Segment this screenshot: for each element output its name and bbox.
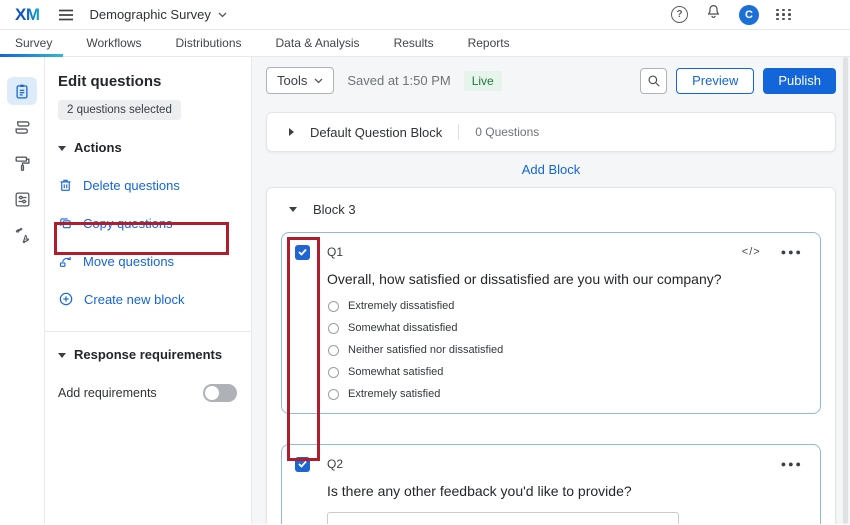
radio-button[interactable]: [328, 388, 339, 400]
move-icon: [59, 256, 71, 267]
question-card-q1: Q1 </> ●●● Overall, how satisfied or dis…: [281, 232, 821, 414]
check-icon: [298, 248, 307, 256]
top-bar: XM Demographic Survey ? C: [0, 0, 850, 30]
block-title: Block 3: [313, 201, 356, 217]
selection-count-badge: 2 questions selected: [58, 100, 181, 120]
survey-flow-icon[interactable]: [7, 113, 37, 141]
create-new-block-button[interactable]: Create new block: [58, 291, 237, 307]
survey-name-dropdown[interactable]: Demographic Survey: [90, 7, 227, 22]
survey-builder-icon[interactable]: [7, 77, 37, 105]
canvas-toolbar: Tools Saved at 1:50 PM Live Preview Publ…: [266, 57, 836, 112]
check-icon: [298, 460, 307, 468]
save-status: Saved at 1:50 PM: [347, 73, 451, 88]
chevron-expanded-icon: [58, 145, 66, 151]
tab-survey[interactable]: Survey: [15, 36, 53, 50]
choice-row: Neither satisfied nor dissatisfied: [328, 344, 807, 356]
plus-circle-icon: [59, 292, 73, 306]
rich-content-code-icon[interactable]: </>: [741, 246, 761, 258]
choice-row: Somewhat dissatisfied: [328, 322, 807, 334]
xm-logo: XM: [15, 4, 40, 24]
active-tab-indicator: [0, 54, 63, 57]
radio-button[interactable]: [328, 366, 339, 378]
chevron-collapsed-icon[interactable]: [288, 128, 294, 136]
help-icon[interactable]: ?: [671, 6, 688, 23]
preview-button[interactable]: Preview: [676, 67, 755, 94]
question-text[interactable]: Overall, how satisfied or dissatisfied a…: [327, 271, 722, 287]
move-questions-button[interactable]: Move questions: [58, 253, 237, 269]
question-id: Q2: [327, 457, 344, 471]
tab-distributions[interactable]: Distributions: [175, 36, 242, 50]
app-switcher-icon[interactable]: [776, 8, 792, 21]
chevron-down-icon: [218, 12, 227, 17]
hamburger-menu-icon[interactable]: [58, 8, 74, 22]
response-requirements-header[interactable]: Response requirements: [58, 347, 237, 362]
radio-button[interactable]: [328, 322, 339, 334]
survey-name: Demographic Survey: [89, 7, 211, 22]
tools-dropdown[interactable]: Tools: [266, 67, 335, 94]
svg-text:A: A: [22, 234, 28, 243]
notifications-bell-icon[interactable]: [705, 3, 722, 26]
user-avatar[interactable]: C: [739, 4, 759, 25]
question-card-q2: Q2 ●●● Is there any other feedback you'd…: [281, 444, 821, 524]
look-and-feel-icon[interactable]: [7, 149, 37, 177]
block-question-count: 0 Questions: [475, 125, 540, 139]
live-status-badge: Live: [463, 70, 502, 91]
panel-divider: [45, 331, 251, 332]
tab-workflows[interactable]: Workflows: [86, 36, 142, 50]
copy-questions-button[interactable]: Copy questions: [58, 215, 237, 231]
delete-questions-button[interactable]: Delete questions: [58, 177, 237, 193]
search-icon: [648, 74, 660, 87]
add-block-button[interactable]: Add Block: [521, 162, 581, 177]
chevron-expanded-icon[interactable]: [289, 206, 297, 212]
tab-results[interactable]: Results: [393, 36, 434, 50]
scrollbar[interactable]: [843, 57, 848, 524]
chevron-down-icon: [314, 78, 323, 83]
chevron-expanded-icon: [58, 352, 66, 358]
choice-row: Somewhat satisfied: [328, 366, 807, 378]
radio-button[interactable]: [328, 300, 339, 312]
question-text[interactable]: Is there any other feedback you'd like t…: [327, 483, 632, 499]
default-question-block-row[interactable]: Default Question Block 0 Questions: [266, 112, 836, 152]
block-title: Default Question Block: [310, 124, 443, 140]
trash-icon: [60, 179, 71, 191]
builder-icon-rail: A: [0, 57, 45, 524]
copy-icon: [60, 218, 71, 229]
edit-questions-panel: Edit questions 2 questions selected Acti…: [45, 57, 252, 524]
add-requirements-toggle[interactable]: [203, 384, 237, 402]
search-button[interactable]: [640, 67, 668, 94]
radio-button[interactable]: [328, 344, 339, 356]
question-checkbox[interactable]: [295, 244, 310, 260]
tab-data-analysis[interactable]: Data & Analysis: [275, 36, 360, 50]
publish-button[interactable]: Publish: [763, 67, 836, 94]
text-entry-field[interactable]: [327, 512, 679, 524]
choice-row: Extremely dissatisfied: [328, 300, 807, 312]
survey-options-icon[interactable]: [7, 185, 37, 213]
translations-icon[interactable]: A: [7, 221, 37, 249]
survey-canvas: Tools Saved at 1:50 PM Live Preview Publ…: [252, 57, 850, 524]
add-requirements-label: Add requirements: [58, 386, 157, 400]
block-3-card: Block 3 Q1 </> ●●● Overall, how satisfie…: [266, 187, 836, 524]
choice-row: Extremely satisfied: [328, 388, 807, 400]
more-options-icon[interactable]: ●●●: [780, 459, 803, 469]
primary-nav: Survey Workflows Distributions Data & An…: [0, 30, 850, 57]
question-id: Q1: [327, 245, 344, 259]
actions-section-header[interactable]: Actions: [58, 140, 237, 155]
tab-reports[interactable]: Reports: [467, 36, 510, 50]
question-checkbox[interactable]: [295, 456, 310, 472]
more-options-icon[interactable]: ●●●: [780, 247, 803, 257]
panel-title: Edit questions: [58, 73, 162, 90]
